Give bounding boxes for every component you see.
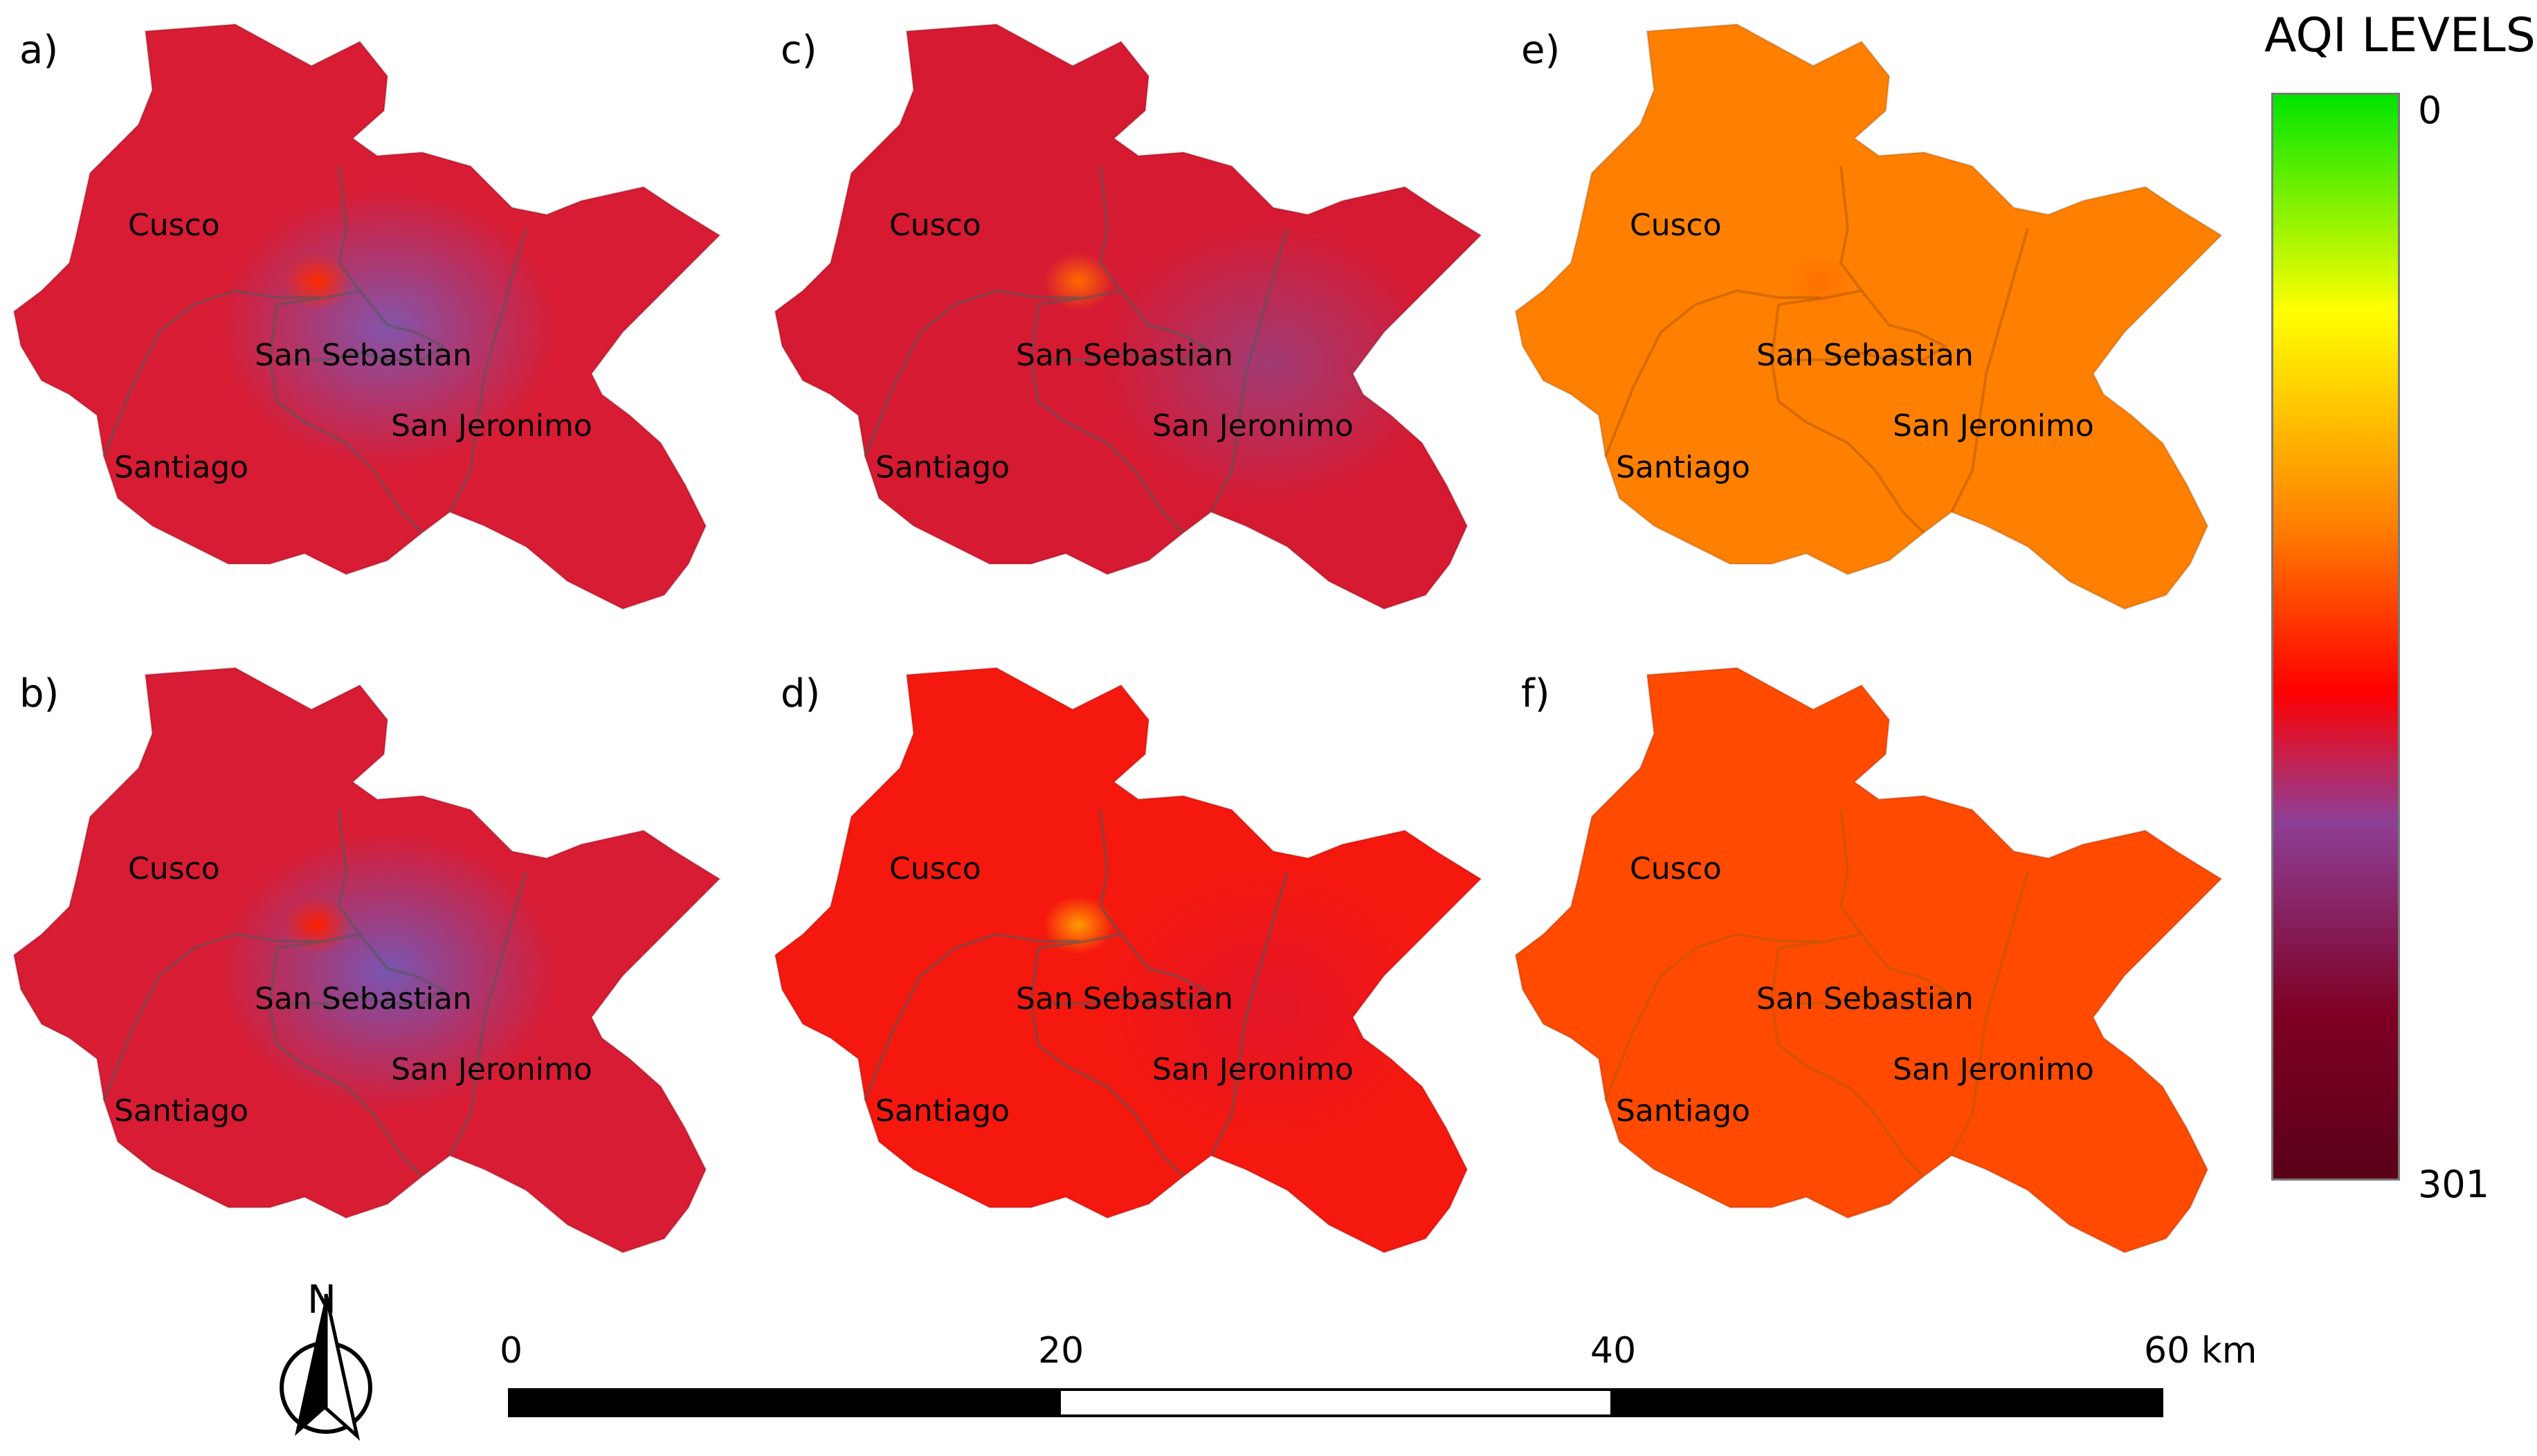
panel-label: e) — [1521, 28, 1561, 73]
district-label-santiago: Santiago — [114, 450, 249, 485]
panel-label: c) — [781, 28, 817, 73]
district-label-san-jeronimo: San Jeronimo — [1152, 408, 1354, 444]
district-label-cusco: Cusco — [1630, 851, 1722, 886]
map-panel-d: d) Cusco San Sebastian San Jeronimo Santiago — [761, 644, 1522, 1266]
district-label-cusco: Cusco — [1630, 208, 1722, 243]
legend-color-bar — [2271, 93, 2400, 1181]
scale-label-0: 0 — [500, 1330, 523, 1372]
district-label-san-jeronimo: San Jeronimo — [391, 408, 592, 444]
scale-label-60: 60 km — [2144, 1330, 2257, 1372]
district-label-san-sebastian: San Sebastian — [1756, 338, 1974, 373]
panel-label: f) — [1521, 671, 1550, 716]
district-label-san-jeronimo: San Jeronimo — [1152, 1052, 1354, 1087]
scale-label-40: 40 — [1590, 1330, 1637, 1372]
legend-max-label: 301 — [2418, 1163, 2490, 1206]
district-label-san-sebastian: San Sebastian — [255, 981, 472, 1017]
map-shape — [12, 666, 722, 1254]
district-boundaries — [1604, 165, 2029, 534]
panel-label: a) — [19, 28, 59, 73]
map-shape — [1514, 666, 2224, 1254]
district-boundaries — [1604, 809, 2029, 1178]
map-panel-f: f) Cusco San Sebastian San Jeronimo Santiago — [1502, 644, 2263, 1266]
district-label-san-jeronimo: San Jeronimo — [1893, 1052, 2094, 1087]
scale-label-20: 20 — [1038, 1330, 1084, 1372]
district-boundaries — [864, 165, 1289, 534]
scale-bar — [508, 1388, 2163, 1417]
district-label-cusco: Cusco — [128, 208, 220, 243]
district-boundaries — [102, 165, 527, 534]
district-label-cusco: Cusco — [889, 208, 981, 243]
legend-title: AQI LEVELS — [2264, 8, 2536, 63]
panel-label: b) — [19, 671, 60, 716]
district-label-santiago: Santiago — [1616, 1093, 1751, 1129]
map-shape — [774, 666, 1483, 1254]
district-label-san-sebastian: San Sebastian — [1756, 981, 1974, 1017]
district-label-san-sebastian: San Sebastian — [1016, 981, 1233, 1017]
district-label-san-sebastian: San Sebastian — [1016, 338, 1233, 373]
map-panel-b: b) Cusco San Sebastian San Jeronimo Santiago — [0, 644, 761, 1266]
legend-min-label: 0 — [2418, 89, 2442, 132]
district-label-santiago: Santiago — [114, 1093, 249, 1129]
district-boundaries — [864, 809, 1289, 1178]
scale-segment-1 — [511, 1391, 1061, 1414]
district-label-san-jeronimo: San Jeronimo — [391, 1052, 592, 1087]
map-panel-c: c) Cusco San Sebastian San Jeronimo Santiago — [761, 0, 1522, 623]
map-panel-a: a) Cusco San Sebastian San Jeronimo Santiago — [0, 0, 761, 623]
panel-label: d) — [781, 671, 821, 716]
map-shape — [12, 23, 722, 610]
district-boundaries — [102, 809, 527, 1178]
scale-segment-2 — [1060, 1391, 1611, 1414]
district-label-santiago: Santiago — [875, 450, 1010, 485]
district-label-santiago: Santiago — [875, 1093, 1010, 1129]
map-shape — [1514, 23, 2224, 610]
map-panel-e: e) Cusco San Sebastian San Jeronimo Santiago — [1502, 0, 2263, 623]
district-label-san-sebastian: San Sebastian — [255, 338, 472, 373]
district-label-cusco: Cusco — [889, 851, 981, 886]
scale-segment-3 — [1610, 1391, 2161, 1414]
district-label-san-jeronimo: San Jeronimo — [1893, 408, 2094, 444]
map-shape — [774, 23, 1483, 610]
district-label-santiago: Santiago — [1616, 450, 1751, 485]
north-arrow-icon — [280, 1293, 372, 1441]
district-label-cusco: Cusco — [128, 851, 220, 886]
